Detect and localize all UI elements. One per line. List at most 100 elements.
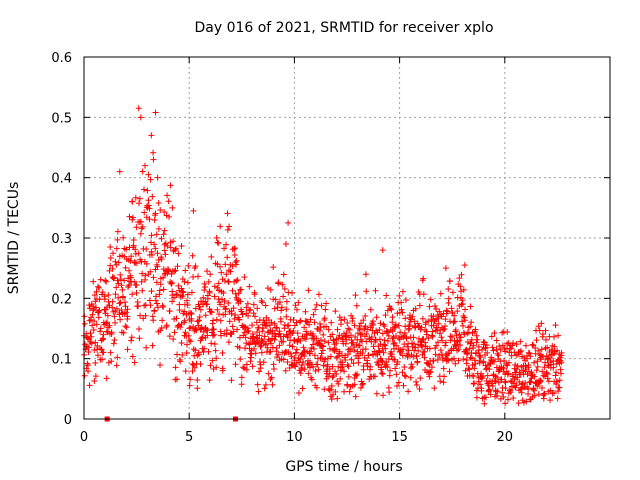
data-point [551, 333, 558, 340]
data-point [435, 339, 442, 346]
data-point [414, 358, 421, 365]
data-point [125, 282, 132, 289]
data-point [428, 332, 435, 339]
data-point [163, 322, 170, 329]
data-point [236, 316, 243, 323]
data-point [272, 296, 279, 303]
data-point [259, 299, 266, 306]
data-point [178, 285, 185, 292]
data-point [221, 245, 228, 252]
data-point [410, 334, 417, 341]
data-point [254, 329, 261, 336]
data-point [555, 332, 562, 339]
data-point [289, 343, 296, 350]
data-point [103, 375, 110, 382]
data-point [513, 341, 520, 348]
data-point [81, 372, 88, 379]
data-point [336, 314, 343, 321]
data-point [285, 349, 292, 356]
data-point [143, 246, 150, 253]
data-point [269, 344, 276, 351]
data-point [243, 366, 250, 373]
data-point [517, 338, 524, 345]
data-point [434, 312, 441, 319]
data-point [146, 216, 153, 223]
data-point [334, 353, 341, 360]
data-point [328, 382, 335, 389]
data-point [474, 336, 481, 343]
data-point [109, 274, 116, 281]
data-point [503, 361, 510, 368]
data-point [544, 362, 551, 369]
data-point [542, 336, 549, 343]
data-point [441, 326, 448, 333]
data-point [161, 270, 168, 277]
x-tick-label: 15 [391, 430, 408, 445]
data-point [378, 370, 385, 377]
data-point [177, 358, 184, 365]
data-point [194, 352, 201, 359]
data-point [90, 307, 97, 314]
data-point [283, 298, 290, 305]
data-point [493, 346, 500, 353]
data-point [400, 382, 407, 389]
data-point [420, 336, 427, 343]
data-point [120, 329, 127, 336]
data-point [441, 373, 448, 380]
data-point [262, 302, 269, 309]
data-point [223, 271, 230, 278]
data-point [202, 283, 209, 290]
data-point [203, 327, 210, 334]
data-point [539, 368, 546, 375]
data-point [87, 330, 94, 337]
data-point [384, 364, 391, 371]
data-point [501, 378, 508, 385]
data-point [100, 331, 107, 338]
data-point [271, 320, 278, 327]
data-point [327, 353, 334, 360]
data-point [445, 357, 452, 364]
data-point [322, 356, 329, 363]
data-point [226, 223, 233, 230]
data-point [111, 336, 118, 343]
data-point [525, 385, 532, 392]
data-point [157, 281, 164, 288]
data-point [164, 242, 171, 249]
data-point [318, 350, 325, 357]
data-point [440, 365, 447, 372]
data-point [489, 344, 496, 351]
data-point [432, 351, 439, 358]
data-point [211, 331, 218, 338]
data-point [292, 363, 299, 370]
data-point [254, 335, 261, 342]
data-point [335, 380, 342, 387]
data-point [553, 369, 560, 376]
data-point [455, 346, 462, 353]
data-point [177, 324, 184, 331]
data-point [478, 346, 485, 353]
data-point [131, 278, 138, 285]
data-point [184, 291, 191, 298]
data-point [128, 337, 135, 344]
data-point [238, 286, 245, 293]
data-point [481, 400, 488, 407]
data-point [166, 333, 173, 340]
data-point [346, 388, 353, 395]
data-point [165, 198, 172, 205]
data-point [207, 271, 214, 278]
data-point [359, 381, 366, 388]
data-point [477, 354, 484, 361]
data-point [298, 365, 305, 372]
data-point [442, 323, 449, 330]
data-point [376, 326, 383, 333]
data-point [110, 275, 117, 282]
data-point [507, 377, 514, 384]
data-point [297, 317, 304, 324]
data-point [343, 330, 350, 337]
data-point [213, 316, 220, 323]
data-point [494, 350, 501, 357]
data-point [470, 380, 477, 387]
data-point [148, 232, 155, 239]
data-point [541, 390, 548, 397]
data-point [206, 377, 213, 384]
